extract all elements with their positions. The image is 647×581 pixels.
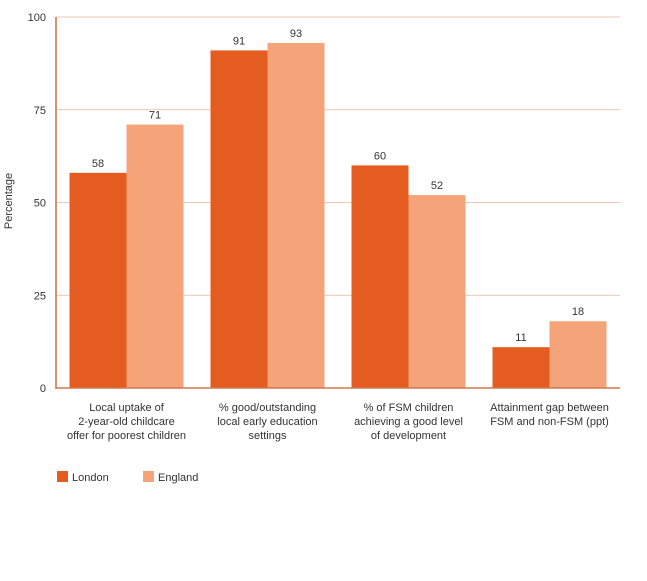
bar-london bbox=[69, 172, 127, 388]
y-tick-label: 75 bbox=[34, 105, 46, 117]
bars bbox=[69, 42, 607, 388]
legend-swatch bbox=[57, 471, 68, 482]
bar-london bbox=[210, 50, 268, 388]
category-label: Local uptake of 2-year-old childcare offer… bbox=[67, 402, 186, 442]
category-label: Attainment gap between FSM and non-FSM (p… bbox=[490, 402, 609, 428]
data-label: 60 bbox=[374, 150, 386, 162]
data-labels: 58 71 91 93 60 52 11 18 bbox=[92, 28, 584, 344]
legend: London England bbox=[57, 471, 198, 484]
data-label: 93 bbox=[290, 28, 302, 40]
category-labels: Local uptake of 2-year-old childcare offer… bbox=[67, 402, 609, 442]
data-label: 11 bbox=[515, 332, 526, 344]
legend-item-england: England bbox=[143, 471, 198, 484]
data-label: 52 bbox=[431, 180, 443, 192]
bar-london bbox=[492, 347, 550, 388]
category-label: % of FSM children achieving a good level o… bbox=[354, 402, 463, 442]
legend-swatch bbox=[143, 471, 154, 482]
legend-label: London bbox=[72, 472, 109, 484]
bar-england bbox=[126, 124, 184, 388]
data-label: 91 bbox=[233, 35, 245, 47]
data-label: 18 bbox=[572, 306, 584, 318]
axes bbox=[55, 17, 620, 389]
bar-england bbox=[408, 195, 466, 388]
data-label: 58 bbox=[92, 158, 104, 170]
legend-item-london: London bbox=[57, 471, 109, 484]
category-label: % good/outstanding local early education s… bbox=[217, 402, 317, 442]
bar-london bbox=[351, 165, 409, 388]
y-axis-title: Percentage bbox=[3, 173, 15, 229]
y-axis-ticks: 0 25 50 75 100 bbox=[28, 12, 46, 395]
y-tick-label: 50 bbox=[34, 198, 46, 210]
bar-england bbox=[549, 321, 607, 388]
y-tick-label: 25 bbox=[34, 290, 46, 302]
y-tick-label: 0 bbox=[40, 383, 46, 395]
bar-england bbox=[267, 42, 325, 388]
data-label: 71 bbox=[149, 110, 161, 122]
legend-label: England bbox=[158, 472, 198, 484]
y-tick-label: 100 bbox=[28, 12, 46, 24]
